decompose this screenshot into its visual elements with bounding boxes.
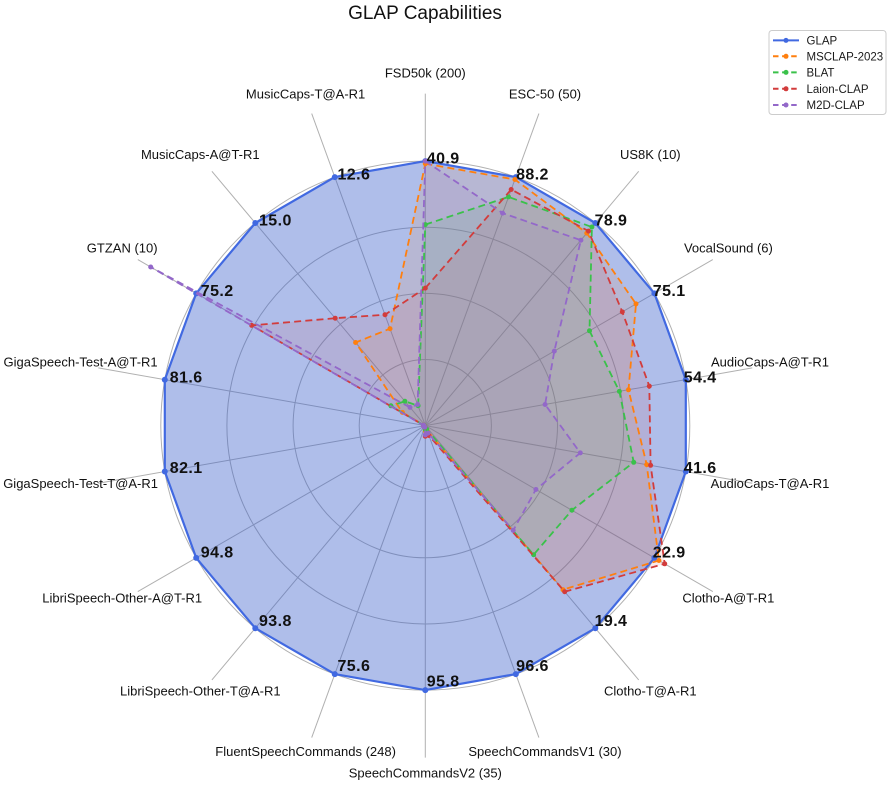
svg-text:75.1: 75.1 — [653, 283, 686, 300]
svg-text:41.6: 41.6 — [684, 460, 717, 477]
svg-text:MSCLAP-2023: MSCLAP-2023 — [807, 51, 884, 63]
svg-text:SpeechCommandsV2 (35): SpeechCommandsV2 (35) — [349, 765, 502, 780]
svg-text:Clotho-A@T-R1: Clotho-A@T-R1 — [682, 590, 774, 605]
svg-text:94.8: 94.8 — [201, 545, 234, 562]
svg-text:96.6: 96.6 — [516, 658, 549, 675]
svg-text:12.6: 12.6 — [338, 167, 371, 184]
svg-text:54.4: 54.4 — [684, 369, 717, 386]
svg-text:AudioCaps-T@A-R1: AudioCaps-T@A-R1 — [711, 476, 830, 491]
svg-text:FluentSpeechCommands (248): FluentSpeechCommands (248) — [215, 744, 396, 759]
svg-text:93.8: 93.8 — [259, 613, 292, 630]
svg-text:LibriSpeech-Other-A@T-R1: LibriSpeech-Other-A@T-R1 — [42, 590, 202, 605]
svg-text:LibriSpeech-Other-T@A-R1: LibriSpeech-Other-T@A-R1 — [120, 683, 281, 698]
svg-text:40.9: 40.9 — [427, 151, 460, 168]
svg-text:GLAP: GLAP — [807, 35, 838, 47]
svg-text:BLAT: BLAT — [807, 67, 835, 79]
svg-text:GigaSpeech-Test-A@T-R1: GigaSpeech-Test-A@T-R1 — [4, 355, 158, 370]
svg-text:95.8: 95.8 — [427, 674, 460, 691]
svg-text:Clotho-T@A-R1: Clotho-T@A-R1 — [604, 683, 697, 698]
svg-text:VocalSound (6): VocalSound (6) — [684, 240, 773, 255]
svg-text:SpeechCommandsV1 (30): SpeechCommandsV1 (30) — [468, 744, 621, 759]
svg-text:81.6: 81.6 — [170, 369, 203, 386]
svg-text:MusicCaps-A@T-R1: MusicCaps-A@T-R1 — [141, 147, 260, 162]
svg-text:ESC-50 (50): ESC-50 (50) — [509, 86, 581, 101]
svg-text:US8K (10): US8K (10) — [620, 147, 681, 162]
svg-text:78.9: 78.9 — [595, 213, 628, 230]
svg-text:75.2: 75.2 — [201, 283, 234, 300]
svg-text:FSD50k (200): FSD50k (200) — [385, 65, 466, 80]
svg-text:22.9: 22.9 — [653, 545, 686, 562]
svg-text:15.0: 15.0 — [259, 213, 292, 230]
svg-text:GLAP Capabilities: GLAP Capabilities — [348, 3, 502, 24]
svg-text:AudioCaps-A@T-R1: AudioCaps-A@T-R1 — [711, 355, 829, 370]
svg-text:75.6: 75.6 — [338, 658, 371, 675]
svg-text:82.1: 82.1 — [170, 460, 203, 477]
svg-text:MusicCaps-T@A-R1: MusicCaps-T@A-R1 — [246, 86, 365, 101]
svg-text:GigaSpeech-Test-T@A-R1: GigaSpeech-Test-T@A-R1 — [3, 476, 158, 491]
svg-text:Laion-CLAP: Laion-CLAP — [807, 84, 869, 96]
svg-text:GTZAN (10): GTZAN (10) — [87, 240, 158, 255]
svg-text:M2D-CLAP: M2D-CLAP — [807, 100, 865, 112]
svg-text:19.4: 19.4 — [595, 613, 628, 630]
svg-text:88.2: 88.2 — [516, 167, 549, 184]
